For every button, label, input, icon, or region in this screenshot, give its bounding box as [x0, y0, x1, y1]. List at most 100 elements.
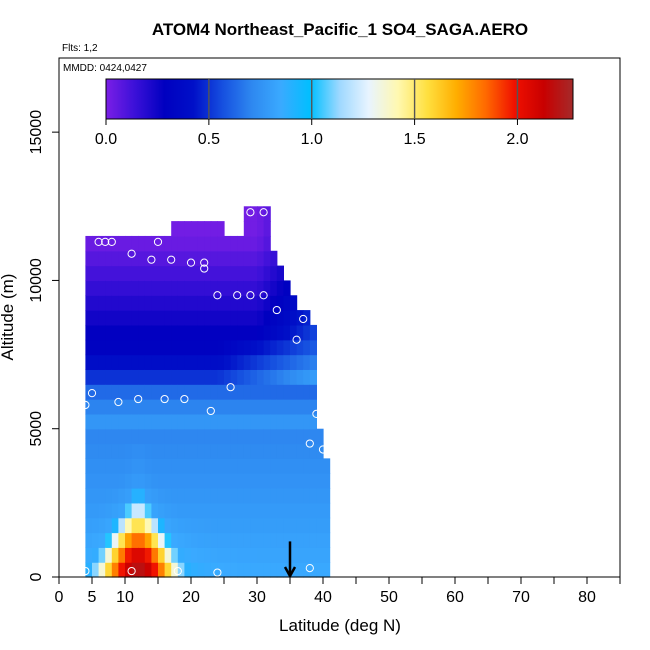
heatmap-cell — [105, 384, 113, 400]
heatmap-cell — [303, 443, 311, 459]
heatmap-cell — [270, 339, 278, 356]
heatmap-cell — [144, 399, 152, 415]
heatmap-cell — [131, 369, 139, 385]
heatmap-cell — [316, 517, 324, 534]
heatmap-cell — [296, 384, 304, 400]
heatmap-cell — [191, 443, 199, 459]
heatmap-cell — [237, 384, 245, 400]
heatmap-cell — [217, 502, 225, 519]
heatmap-cell — [131, 517, 139, 534]
heatmap-cell — [164, 428, 172, 445]
heatmap-cell — [138, 547, 146, 563]
heatmap-cell — [118, 428, 126, 445]
heatmap-cell — [230, 399, 238, 415]
heatmap-cell — [237, 517, 245, 534]
heatmap-cell — [151, 265, 159, 282]
heatmap-cell — [138, 428, 146, 445]
heatmap-cell — [283, 458, 291, 474]
heatmap-cell — [151, 458, 159, 474]
heatmap-cell — [303, 339, 311, 356]
heatmap-cell — [197, 562, 205, 578]
heatmap-cell — [230, 339, 238, 356]
heatmap-cell — [151, 443, 159, 459]
heatmap-cell — [230, 369, 238, 385]
heatmap-cell — [191, 384, 199, 400]
heatmap-cell — [237, 354, 245, 370]
heatmap-cell — [250, 399, 258, 415]
heatmap-cell — [184, 265, 192, 282]
heatmap-cell — [111, 413, 119, 430]
heatmap-cell — [250, 384, 258, 400]
heatmap-cell — [151, 532, 159, 548]
heatmap-cell — [111, 473, 119, 489]
heatmap-cell — [283, 532, 291, 548]
heatmap-cell — [118, 369, 126, 385]
heatmap-cell — [118, 502, 126, 519]
heatmap-cell — [138, 517, 146, 534]
heatmap-cell — [85, 443, 93, 459]
heatmap-cell — [204, 562, 212, 578]
heatmap-cell — [158, 517, 166, 534]
heatmap-cell — [138, 310, 146, 326]
heatmap-cell — [197, 324, 205, 341]
heatmap-cell — [224, 562, 232, 578]
heatmap-cell — [171, 295, 179, 311]
heatmap-cell — [138, 399, 146, 415]
heatmap-cell — [144, 384, 152, 400]
observation-point — [94, 237, 103, 246]
heatmap-cell — [105, 428, 113, 445]
heatmap-cell — [243, 399, 251, 415]
heatmap-cell — [85, 413, 93, 430]
heatmap-cell — [144, 324, 152, 341]
heatmap-cell — [131, 502, 139, 519]
heatmap-cell — [184, 339, 192, 356]
heatmap-cell — [237, 428, 245, 445]
heatmap-cell — [257, 384, 265, 400]
heatmap-cell — [184, 547, 192, 563]
heatmap-cell — [224, 354, 232, 370]
heatmap-cell — [290, 428, 298, 445]
heatmap-cell — [177, 324, 185, 341]
heatmap-cell — [111, 384, 119, 400]
heatmap-cell — [177, 413, 185, 430]
observation-point — [186, 258, 196, 267]
chart-title: ATOM4 Northeast_Pacific_1 SO4_SAGA.AERO — [152, 20, 528, 39]
latitude-marker-arrow — [283, 541, 297, 579]
heatmap-cell — [296, 399, 304, 415]
heatmap-cell — [111, 295, 119, 311]
heatmap-cell — [224, 384, 232, 400]
observation-point — [213, 568, 222, 577]
heatmap-cell — [105, 265, 113, 282]
heatmap-cell — [257, 310, 265, 326]
heatmap-cell — [125, 399, 133, 415]
heatmap-cell — [257, 473, 265, 489]
observation-point — [246, 208, 255, 217]
heatmap-cell — [230, 532, 238, 548]
heatmap-cell — [263, 221, 271, 237]
heatmap-cell — [316, 488, 324, 504]
heatmap-cell — [164, 532, 172, 548]
heatmap-cell — [303, 324, 311, 341]
heatmap-cell — [217, 339, 225, 356]
heatmap-cell — [263, 532, 271, 548]
heatmap-cell — [243, 324, 251, 341]
heatmap-cell — [171, 532, 179, 548]
heatmap-cell — [210, 473, 218, 489]
heatmap-cell — [263, 413, 271, 430]
heatmap-cell — [98, 250, 106, 267]
heatmap-cell — [224, 428, 232, 445]
heatmap-cell — [158, 473, 166, 489]
heatmap-cell — [309, 443, 317, 459]
heatmap-cell — [171, 339, 179, 356]
heatmap-cell — [177, 339, 185, 356]
heatmap-cell — [257, 413, 265, 430]
heatmap-cell — [257, 562, 265, 578]
heatmap-cell — [270, 399, 278, 415]
heatmap-cell — [290, 532, 298, 548]
heatmap-cell — [158, 413, 166, 430]
heatmap-cell — [230, 384, 238, 400]
heatmap-cell — [164, 280, 172, 296]
heatmap-cell — [270, 502, 278, 519]
heatmap-cell — [230, 443, 238, 459]
heatmap-cell — [131, 413, 139, 430]
